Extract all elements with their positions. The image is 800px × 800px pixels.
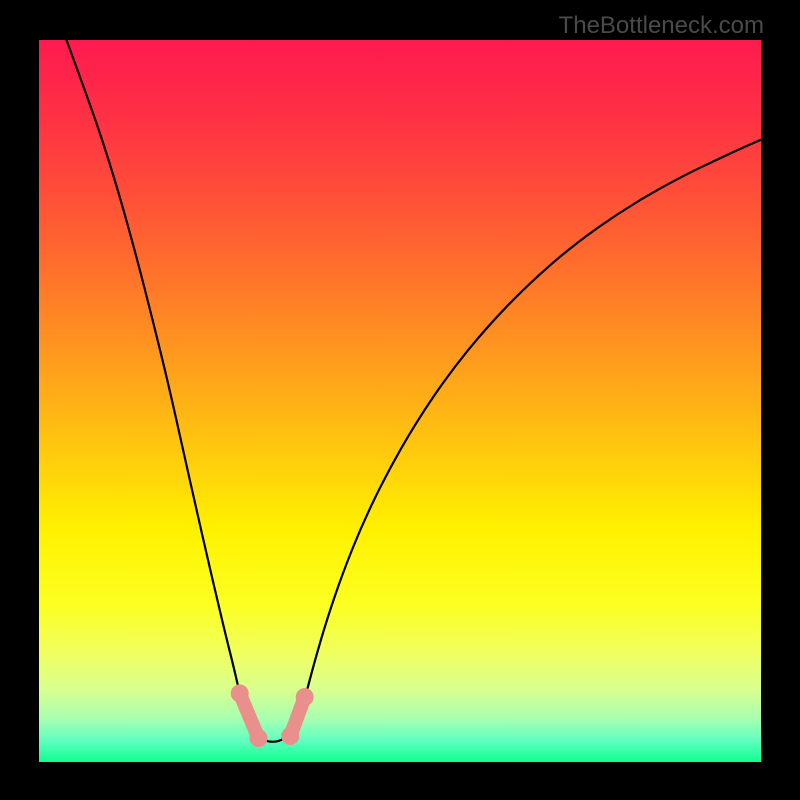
overlay-mark-left-top-cap (231, 684, 249, 702)
overlay-mark-right-top-cap (296, 688, 314, 706)
chart-stage: TheBottleneck.com (0, 0, 800, 800)
watermark-text: TheBottleneck.com (559, 12, 764, 40)
overlay-mark-right-bottom-cap (281, 727, 299, 745)
plot-svg (39, 40, 761, 762)
overlay-mark-left-bottom-cap (249, 729, 267, 747)
gradient-background (39, 40, 761, 762)
plot-area (39, 40, 761, 762)
